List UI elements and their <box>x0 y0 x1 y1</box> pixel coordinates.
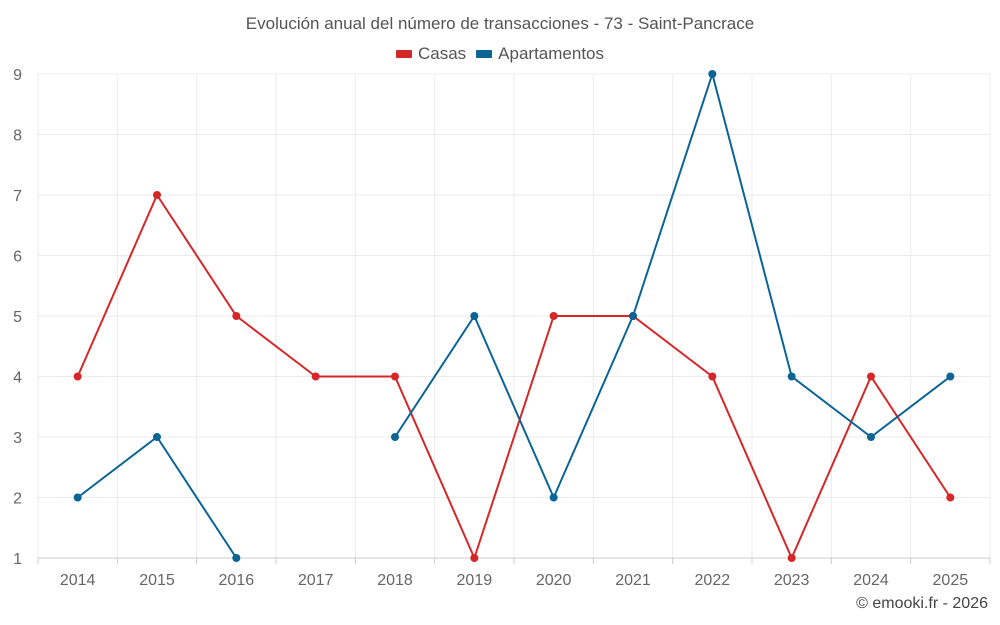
point-casas-2016 <box>232 312 241 320</box>
x-tick-label-2017: 2017 <box>298 572 334 589</box>
x-tick-label-2023: 2023 <box>774 572 810 589</box>
y-tick-label-1: 1 <box>13 551 22 568</box>
point-casas-2023 <box>787 554 796 562</box>
point-apartamentos-2025 <box>946 372 955 381</box>
legend-item-casas[interactable]: Casas <box>395 44 467 64</box>
point-casas-2018 <box>391 372 399 381</box>
x-tick-label-2022: 2022 <box>695 572 731 589</box>
x-tick-label-2025: 2025 <box>933 572 969 589</box>
point-casas-2020 <box>549 312 558 320</box>
chart-title: Evolución anual del número de transaccio… <box>245 14 755 33</box>
y-tick-label-2: 2 <box>13 491 22 508</box>
point-apartamentos-2018 <box>391 433 399 441</box>
point-casas-2025 <box>946 493 955 502</box>
point-casas-2017 <box>311 372 320 381</box>
point-casas-2015 <box>153 191 161 199</box>
point-casas-2019 <box>470 554 479 562</box>
y-tick-label-7: 7 <box>13 188 22 205</box>
point-apartamentos-2016 <box>232 554 241 562</box>
legend-label-casas: Casas <box>417 44 467 63</box>
point-apartamentos-2014 <box>73 493 82 502</box>
y-tick-label-9: 9 <box>13 67 22 84</box>
point-apartamentos-2020 <box>549 493 558 502</box>
point-casas-2022 <box>708 372 717 381</box>
y-tick-label-3: 3 <box>13 430 22 447</box>
series-line-casas <box>76 194 952 559</box>
point-apartamentos-2015 <box>153 433 161 441</box>
legend-item-apartamentos[interactable]: Apartamentos <box>476 44 604 64</box>
y-tick-label-5: 5 <box>13 309 22 326</box>
point-apartamentos-2022 <box>708 70 717 78</box>
point-apartamentos-2019 <box>470 312 479 320</box>
x-tick-label-2014: 2014 <box>60 572 96 589</box>
x-tick-label-2020: 2020 <box>536 572 572 589</box>
x-tick-label-2021: 2021 <box>615 572 651 589</box>
y-tick-label-8: 8 <box>13 128 22 145</box>
x-tick-label-2015: 2015 <box>139 572 175 589</box>
legend-swatch-apartamentos <box>476 50 493 58</box>
y-tick-label-4: 4 <box>13 370 22 387</box>
point-apartamentos-2021 <box>629 312 637 320</box>
x-tick-label-2019: 2019 <box>457 572 493 589</box>
point-apartamentos-2023 <box>787 372 796 381</box>
point-apartamentos-2024 <box>867 433 875 441</box>
credit-text: © emooki.fr - 2026 <box>856 595 988 612</box>
point-casas-2014 <box>73 372 82 381</box>
point-casas-2024 <box>867 372 875 381</box>
legend-label-apartamentos: Apartamentos <box>498 44 605 63</box>
legend-swatch-casas <box>395 50 412 58</box>
x-tick-label-2024: 2024 <box>853 572 889 589</box>
x-tick-label-2018: 2018 <box>377 572 413 589</box>
x-tick-label-2016: 2016 <box>219 572 255 589</box>
y-tick-label-6: 6 <box>13 249 22 266</box>
legend: Casas Apartamentos <box>0 44 1000 64</box>
